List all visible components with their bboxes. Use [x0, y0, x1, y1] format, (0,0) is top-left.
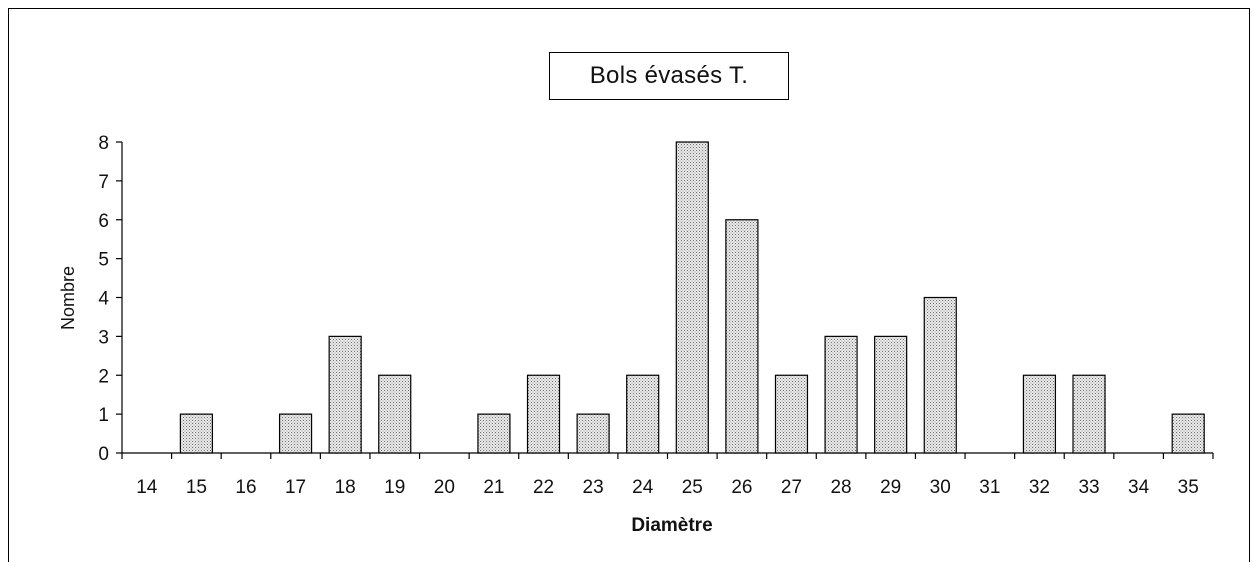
y-tick-label: 6	[98, 211, 109, 232]
x-tick-label: 21	[483, 477, 504, 498]
x-tick-label: 18	[335, 477, 356, 498]
y-tick-labels: 0 1 2 3 4 5 6 7 8	[98, 133, 109, 465]
bar-24	[626, 374, 660, 454]
chart-frame	[8, 8, 1250, 562]
x-tick-label: 35	[1178, 477, 1199, 498]
x-tick-label: 32	[1029, 477, 1050, 498]
bar-23	[576, 413, 610, 454]
bars	[179, 141, 1205, 454]
bar-18	[328, 335, 362, 454]
x-axis-title: Diamètre	[631, 515, 712, 536]
x-tick-label: 26	[731, 477, 752, 498]
y-tick-label: 0	[98, 444, 109, 465]
y-tick-label: 5	[98, 250, 109, 271]
bar-30	[923, 296, 957, 454]
x-tick-label: 28	[830, 477, 851, 498]
y-tick-label: 2	[98, 366, 109, 387]
x-tick-label: 24	[632, 477, 654, 498]
y-tick-label: 8	[98, 133, 109, 154]
x-tick-label: 27	[781, 477, 802, 498]
x-tick-label: 23	[583, 477, 604, 498]
bar-29	[874, 335, 908, 454]
y-tick-label: 4	[98, 289, 109, 310]
bar-27	[774, 374, 809, 454]
bar-17	[278, 413, 313, 454]
x-tick-label: 22	[533, 477, 554, 498]
x-tick-label: 34	[1128, 477, 1150, 498]
x-tick-label: 31	[979, 477, 1000, 498]
y-tick-label: 7	[98, 172, 109, 193]
x-tick-label: 17	[285, 477, 306, 498]
y-axis	[116, 141, 123, 454]
y-tick-label: 1	[98, 405, 109, 426]
x-tick-label: 19	[384, 477, 405, 498]
bar-19	[378, 374, 412, 454]
bar-22	[526, 374, 561, 454]
chart-title: Bols évasés T.	[549, 52, 789, 100]
x-axis	[121, 452, 1214, 459]
x-tick-labels: 14 15 16 17 18 19 20 21 22 23 24 25 26 27 28 29 30 31 32 33…	[136, 477, 1199, 498]
x-tick-label: 30	[930, 477, 951, 498]
bar-28	[824, 335, 858, 454]
x-tick-label: 33	[1078, 477, 1099, 498]
x-tick-label: 14	[136, 477, 158, 498]
x-tick-label: 25	[682, 477, 703, 498]
bar-26	[725, 219, 759, 454]
x-tick-label: 29	[880, 477, 901, 498]
x-tick-label: 16	[235, 477, 256, 498]
x-tick-label: 15	[186, 477, 207, 498]
bar-32	[1022, 374, 1057, 454]
bar-33	[1072, 374, 1106, 454]
bar-35	[1171, 413, 1205, 454]
bar-15	[179, 413, 213, 454]
y-axis-title: Nombre	[58, 266, 78, 330]
y-tick-label: 3	[98, 327, 109, 348]
bar-25	[675, 141, 709, 454]
bar-21	[477, 413, 511, 454]
x-tick-label: 20	[434, 477, 455, 498]
